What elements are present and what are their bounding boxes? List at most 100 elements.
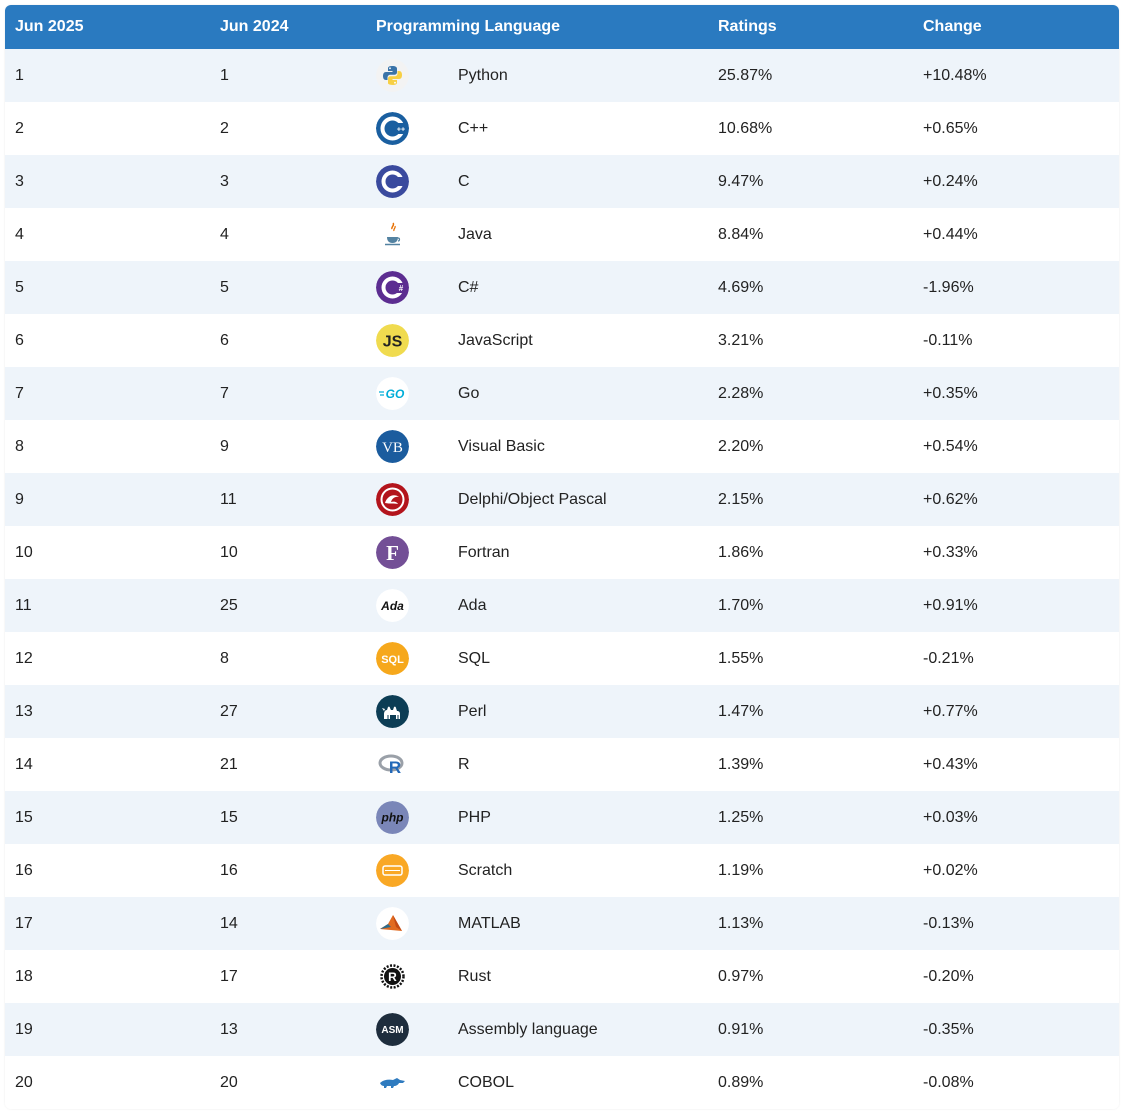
table-row: 5 5 # C# 4.69% -1.96%: [5, 261, 1119, 314]
language-name: Python: [458, 66, 508, 84]
change-value: +0.43%: [923, 755, 978, 773]
ranking-table: Jun 2025 Jun 2024 Programming Language R…: [5, 5, 1119, 1109]
previous-rank: 5: [220, 278, 229, 296]
java-icon: [376, 218, 409, 251]
current-rank: 13: [15, 702, 33, 720]
language-name: Perl: [458, 702, 487, 720]
go-icon: GO: [376, 377, 409, 410]
previous-rank: 10: [220, 543, 238, 561]
rating-value: 2.28%: [718, 384, 764, 402]
language-name: Delphi/Object Pascal: [458, 490, 607, 508]
change-value: -0.13%: [923, 914, 974, 932]
change-value: +0.54%: [923, 437, 978, 455]
current-rank: 20: [15, 1073, 33, 1091]
change-value: +0.62%: [923, 490, 978, 508]
svg-text:R: R: [389, 758, 401, 777]
rating-value: 1.19%: [718, 861, 764, 879]
language-name: SQL: [458, 649, 491, 667]
rating-value: 1.86%: [718, 543, 764, 561]
change-value: +0.02%: [923, 861, 978, 879]
rating-value: 10.68%: [718, 119, 773, 137]
change-value: +0.24%: [923, 172, 978, 190]
svg-text:Ada: Ada: [380, 599, 404, 613]
current-rank: 10: [15, 543, 33, 561]
current-rank: 11: [15, 596, 32, 614]
current-rank: 6: [15, 331, 24, 349]
svg-text:ASM: ASM: [381, 1025, 403, 1036]
language-name: Go: [458, 384, 480, 402]
change-value: +0.33%: [923, 543, 978, 561]
table-row: 7 7 GO Go 2.28% +0.35%: [5, 367, 1119, 420]
table-header: Jun 2025 Jun 2024 Programming Language R…: [5, 5, 1119, 49]
rating-value: 4.69%: [718, 278, 764, 296]
language-name: Fortran: [458, 543, 510, 561]
header-language[interactable]: Programming Language: [376, 18, 561, 35]
language-name: Rust: [458, 967, 491, 985]
table-row: 14 21 R R 1.39% +0.43%: [5, 738, 1119, 791]
change-value: +0.91%: [923, 596, 978, 614]
delphi-icon: [376, 483, 409, 516]
previous-rank: 1: [220, 66, 229, 84]
header-previous-month[interactable]: Jun 2024: [220, 18, 289, 35]
current-rank: 3: [15, 172, 24, 190]
rust-icon: R: [376, 960, 409, 993]
rating-value: 8.84%: [718, 225, 764, 243]
rating-value: 1.47%: [718, 702, 764, 720]
language-name: Java: [458, 225, 492, 243]
current-rank: 19: [15, 1020, 33, 1038]
svg-text:SQL: SQL: [381, 654, 404, 666]
current-rank: 17: [15, 914, 33, 932]
previous-rank: 7: [220, 384, 229, 402]
perl-icon: [376, 695, 409, 728]
language-name: PHP: [458, 808, 491, 826]
language-name: Scratch: [458, 861, 513, 879]
language-name: Ada: [458, 596, 487, 614]
header-ratings[interactable]: Ratings: [718, 18, 777, 35]
sql-icon: SQL: [376, 642, 409, 675]
previous-rank: 11: [220, 490, 237, 508]
language-name: MATLAB: [458, 914, 521, 932]
header-current-month[interactable]: Jun 2025: [15, 18, 84, 35]
rating-value: 1.39%: [718, 755, 764, 773]
rating-value: 9.47%: [718, 172, 764, 190]
language-name: R: [458, 755, 470, 773]
table-row: 4 4 Java 8.84% +0.44%: [5, 208, 1119, 261]
scratch-icon: [376, 854, 409, 887]
rating-value: 1.55%: [718, 649, 764, 667]
current-rank: 12: [15, 649, 33, 667]
svg-text:F: F: [386, 541, 399, 565]
svg-text:++: ++: [397, 127, 405, 134]
rating-value: 1.25%: [718, 808, 764, 826]
python-icon: [376, 59, 409, 92]
current-rank: 1: [15, 66, 24, 84]
current-rank: 18: [15, 967, 33, 985]
cobol-icon: [376, 1066, 409, 1099]
previous-rank: 17: [220, 967, 238, 985]
change-value: +10.48%: [923, 66, 987, 84]
change-value: +0.44%: [923, 225, 978, 243]
previous-rank: 14: [220, 914, 238, 932]
table-row: 6 6 JS JavaScript 3.21% -0.11%: [5, 314, 1119, 367]
language-name: C++: [458, 119, 489, 137]
table-row: 19 13 ASM Assembly language 0.91% -0.35%: [5, 1003, 1119, 1056]
current-rank: 14: [15, 755, 33, 773]
change-value: -0.11%: [923, 331, 973, 349]
r-icon: R: [376, 748, 409, 781]
previous-rank: 25: [220, 596, 238, 614]
previous-rank: 20: [220, 1073, 238, 1091]
current-rank: 15: [15, 808, 33, 826]
cpp-icon: ++: [376, 112, 409, 145]
rating-value: 25.87%: [718, 66, 773, 84]
rating-value: 3.21%: [718, 331, 764, 349]
fortran-icon: F: [376, 536, 409, 569]
table-row: 11 25 Ada Ada 1.70% +0.91%: [5, 579, 1119, 632]
table-body: 1 1 Python 25.87% +10.48% 2 2 ++ C++ 10.68% +0.65%…: [5, 49, 1119, 1109]
svg-text:JS: JS: [383, 334, 403, 351]
previous-rank: 8: [220, 649, 229, 667]
header-change[interactable]: Change: [923, 18, 982, 35]
ada-icon: Ada: [376, 589, 409, 622]
svg-text:VB: VB: [382, 440, 403, 456]
language-name: Assembly language: [458, 1020, 598, 1038]
change-value: +0.03%: [923, 808, 978, 826]
table-row: 9 11 Delphi/Object Pascal 2.15% +0.62%: [5, 473, 1119, 526]
